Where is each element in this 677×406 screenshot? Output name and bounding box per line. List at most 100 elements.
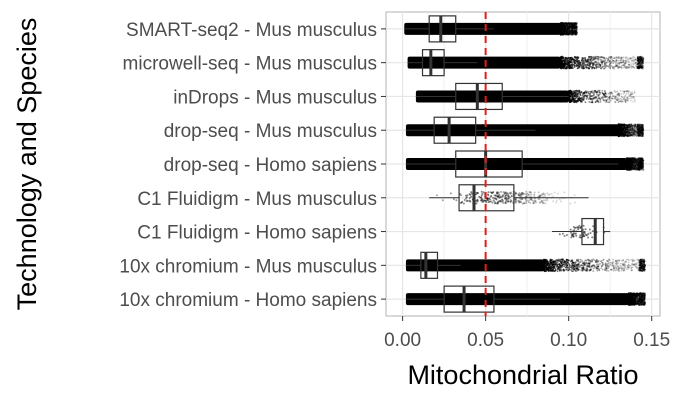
data-point <box>634 127 637 130</box>
data-point <box>601 265 603 267</box>
data-point <box>612 60 615 62</box>
data-point <box>631 65 633 68</box>
data-point <box>628 66 631 68</box>
data-point <box>588 56 590 59</box>
data-point <box>608 63 611 66</box>
data-point <box>571 66 574 68</box>
data-point <box>581 57 584 59</box>
data-point <box>492 196 495 199</box>
data-point <box>590 97 592 100</box>
data-point <box>568 23 571 26</box>
data-point <box>614 269 617 272</box>
data-point <box>583 62 585 65</box>
data-point <box>578 224 581 227</box>
data-point <box>567 26 570 29</box>
data-point <box>615 56 618 59</box>
data-point <box>505 197 508 200</box>
data-point <box>589 92 592 95</box>
data-point <box>611 95 614 97</box>
data-point <box>611 93 614 95</box>
data-point <box>501 195 504 198</box>
data-point <box>587 64 589 66</box>
data-point <box>599 262 601 265</box>
data-point <box>628 61 631 63</box>
data-point <box>580 67 583 69</box>
data-point <box>636 63 639 65</box>
data-point <box>609 62 612 65</box>
data-point <box>469 193 472 196</box>
data-point <box>641 135 643 137</box>
data-point <box>613 67 615 70</box>
data-point <box>613 65 616 68</box>
data-point <box>563 269 565 272</box>
data-point <box>568 25 571 27</box>
data-point <box>501 198 504 201</box>
data-point <box>583 67 585 70</box>
data-point <box>595 267 598 270</box>
data-point <box>567 27 570 30</box>
data-point <box>549 269 552 272</box>
data-point <box>592 270 595 272</box>
points-layer <box>404 22 646 306</box>
data-point <box>592 58 595 61</box>
data-point <box>565 23 568 26</box>
data-point <box>565 25 567 28</box>
data-point <box>624 90 627 92</box>
data-point <box>587 59 589 62</box>
data-point <box>568 25 570 27</box>
data-point <box>524 193 527 196</box>
data-point <box>609 268 612 271</box>
data-point <box>598 66 601 69</box>
data-point <box>596 269 599 272</box>
data-point <box>596 261 599 264</box>
data-point <box>608 99 611 101</box>
data-point <box>624 65 626 67</box>
data-point <box>634 265 637 268</box>
data-point <box>619 56 622 59</box>
data-point <box>604 268 606 271</box>
data-point <box>588 263 591 265</box>
data-point <box>568 30 571 33</box>
data-point <box>478 195 481 198</box>
data-point <box>565 28 568 30</box>
data-point <box>602 65 604 68</box>
data-point <box>566 27 569 29</box>
data-point <box>600 56 603 59</box>
data-point <box>568 25 571 27</box>
data-point <box>562 32 565 35</box>
data-point <box>565 33 568 35</box>
data-point <box>595 57 598 60</box>
data-point <box>543 269 546 272</box>
data-point <box>629 265 632 267</box>
data-point <box>585 97 588 100</box>
data-point <box>626 126 629 128</box>
data-point <box>567 33 570 36</box>
data-point <box>568 25 571 28</box>
data-point <box>544 199 547 202</box>
data-point <box>639 262 642 264</box>
data-point <box>617 124 620 127</box>
data-point <box>618 267 620 270</box>
data-point <box>568 25 570 28</box>
data-point <box>566 27 568 29</box>
data-point <box>615 267 617 270</box>
data-point <box>604 90 606 92</box>
data-point <box>631 127 634 130</box>
data-point <box>599 99 602 101</box>
data-point <box>567 30 570 32</box>
data-point <box>568 25 571 28</box>
data-point <box>600 67 602 70</box>
data-point <box>583 60 586 62</box>
data-point <box>621 64 624 66</box>
data-point <box>494 202 497 204</box>
data-point <box>579 258 582 261</box>
data-point <box>479 199 482 202</box>
data-point <box>572 261 574 264</box>
data-point <box>587 236 590 239</box>
data-point <box>482 191 485 194</box>
data-point <box>568 22 571 25</box>
data-point <box>611 56 613 58</box>
data-point <box>504 192 506 195</box>
data-point <box>631 100 634 103</box>
